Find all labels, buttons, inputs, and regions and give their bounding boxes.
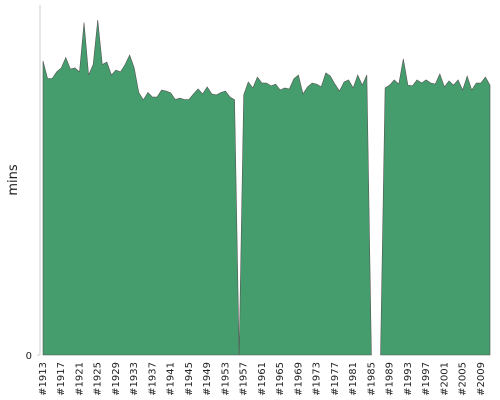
x-tick-label: #1969 [293,362,304,396]
x-tick-label: #1937 [147,362,158,396]
x-tick-label: #1913 [38,362,49,396]
y-axis-label: mins [6,164,21,196]
x-tick-label: #1973 [312,362,323,396]
x-tick-label: #1921 [74,362,85,396]
x-tick-label: #1925 [93,362,104,396]
x-tick-label: #1917 [56,362,67,396]
x-tick-label: #1961 [257,362,268,396]
y-tick-label: 0 [26,351,32,362]
x-tick-label: #2001 [439,362,450,396]
x-tick-label: #1933 [129,362,140,396]
x-tick-label: #1981 [348,362,359,396]
area [42,20,491,356]
x-tick-label: #1977 [330,362,341,396]
x-tick-label: #1929 [111,362,122,396]
x-tick-label: #1941 [166,362,177,396]
x-tick-label: #1965 [275,362,286,396]
x-tick-label: #1993 [403,362,414,396]
x-tick-label: #1997 [421,362,432,396]
x-tick-label: #1985 [366,362,377,396]
x-tick-label: #1945 [184,362,195,396]
x-tick-label: #2005 [458,362,469,396]
x-tick-label: #1957 [239,362,250,396]
x-tick-label: #1989 [385,362,396,396]
x-tick-label: #1949 [202,362,213,396]
x-tick-label: #1953 [220,362,231,396]
x-tick-label: #2009 [476,362,487,396]
